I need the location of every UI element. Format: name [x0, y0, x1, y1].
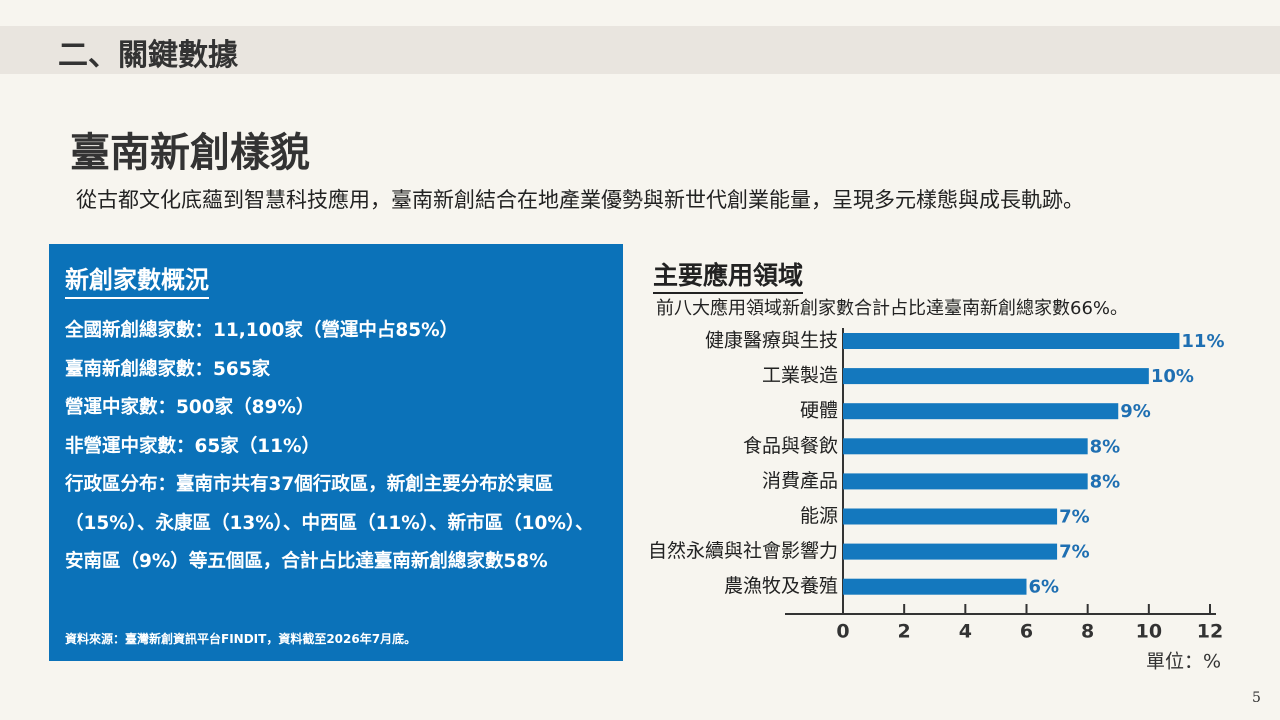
value-label: 8% [1090, 436, 1121, 457]
x-tick-label: 2 [898, 621, 911, 643]
bar [843, 578, 1027, 595]
category-label: 食品與餐飲 [743, 435, 838, 457]
box-line: 全國新創總家數：11,100家（營運中占85%） [65, 320, 459, 341]
x-tick-label: 10 [1136, 621, 1162, 643]
category-label: 能源 [800, 505, 838, 527]
value-label: 6% [1029, 577, 1060, 598]
header: 二、關鍵數據 [58, 38, 238, 73]
value-label: 11% [1181, 331, 1224, 352]
box-line: 臺南新創總家數：565家 [65, 358, 271, 380]
box-source: 資料來源：臺灣新創資訊平台FINDIT，資料截至2026年7月底。 [65, 632, 417, 646]
value-label: 10% [1151, 366, 1194, 387]
bar [843, 508, 1058, 525]
box-line: 營運中家數：500家（89%） [65, 397, 315, 418]
header-bar [0, 26, 1280, 74]
bar [843, 543, 1058, 560]
value-label: 7% [1059, 507, 1090, 528]
chart-title: 主要應用領域 [653, 256, 804, 294]
value-label: 9% [1120, 401, 1151, 422]
chart: 0 2 4 6 8 10 12 單位：% 健康醫療與生技 11% 工業製造 10% 硬體 9% 食品與餐飲 8… [648, 328, 1225, 673]
bar [843, 473, 1088, 490]
x-tick-label: 12 [1197, 621, 1223, 643]
x-tick-label: 8 [1081, 621, 1094, 643]
box-lines: 全國新創總家數：11,100家（營運中占85%） 臺南新創總家數：565家營運中家… [65, 312, 610, 582]
x-axis-label: 單位：% [1146, 651, 1221, 673]
page-number: 5 [1252, 690, 1261, 706]
title: 臺南新創樣貌 [70, 130, 310, 176]
category-label: 自然永續與社會影響力 [648, 540, 838, 562]
value-label: 7% [1059, 542, 1090, 563]
bar [843, 438, 1088, 455]
x-tick-label: 0 [836, 621, 849, 643]
info-box: 新創家數概況 全國新創總家數：11,100家（營運中占85%） 臺南新創總家數：5… [49, 244, 623, 661]
bar [843, 333, 1180, 349]
bar [843, 368, 1149, 385]
box-title: 新創家數概況 [65, 260, 209, 299]
box-line: 非營運中家數：65家（11%） [65, 435, 321, 457]
box-line: 行政區分布：臺南市共有37個行政區，新創主要分布於東區（15%）、永康區（13%… [65, 474, 594, 572]
value-label: 8% [1090, 471, 1121, 492]
x-tick-label: 4 [959, 621, 972, 643]
category-label: 農漁牧及養殖 [724, 575, 838, 597]
x-tick-label: 6 [1020, 621, 1033, 643]
subtitle: 從古都文化底蘊到智慧科技應用，臺南新創結合在地產業優勢與新世代創業能量，呈現多元… [76, 188, 1084, 212]
bar [843, 403, 1119, 420]
category-label: 工業製造 [762, 365, 838, 387]
chart-subtitle: 前八大應用領域新創家數合計占比達臺南新創總家數66%。 [656, 298, 1129, 319]
category-label: 消費產品 [762, 470, 838, 492]
category-label: 硬體 [800, 400, 838, 422]
category-label: 健康醫療與生技 [705, 330, 838, 352]
